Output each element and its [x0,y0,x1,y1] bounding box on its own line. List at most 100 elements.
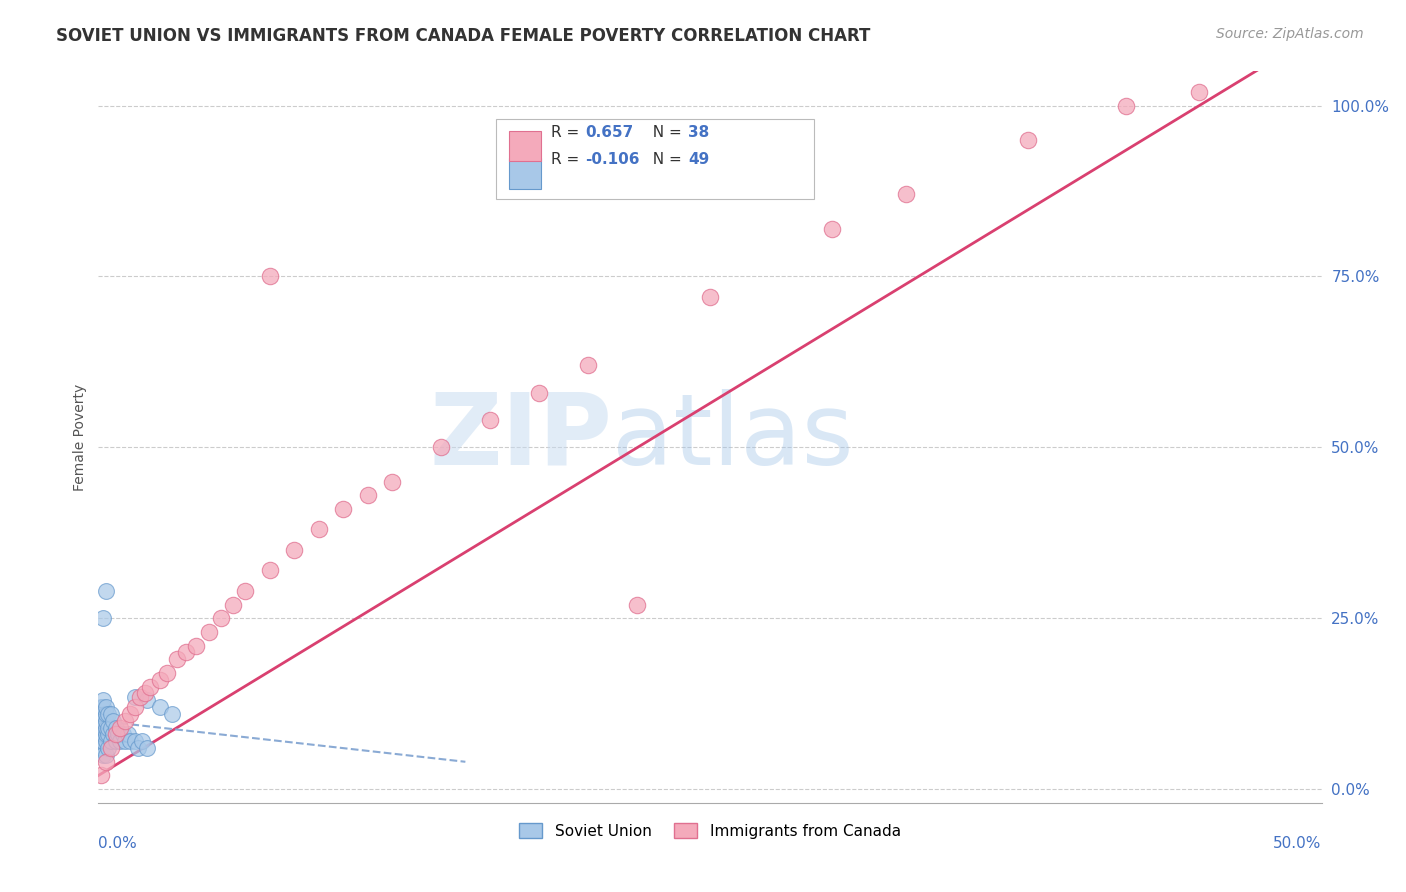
Text: atlas: atlas [612,389,853,485]
Point [166,652,188,666]
Point [100,734,122,748]
Point [120,734,142,748]
Text: 0.657: 0.657 [585,125,634,139]
Point [90,706,112,721]
Point [176,645,198,659]
Point [209,611,232,625]
Point [94,727,117,741]
Point [94,700,117,714]
Point [120,706,142,721]
Point [186,639,208,653]
Point [356,488,378,502]
Point [894,187,917,202]
Text: R =: R = [551,125,583,139]
Point [149,700,172,714]
Point [134,686,156,700]
Text: Source: ZipAtlas.com: Source: ZipAtlas.com [1216,27,1364,41]
Point [104,727,127,741]
Point [104,721,127,735]
Point [91,714,114,728]
Point [259,563,281,577]
Point [91,727,114,741]
Point [110,734,132,748]
Point [136,693,159,707]
Point [94,706,117,721]
Text: N =: N = [643,153,686,168]
Y-axis label: Female Poverty: Female Poverty [73,384,87,491]
Point [91,693,114,707]
Point [107,727,129,741]
Point [94,583,117,598]
Point [94,721,117,735]
Point [576,359,599,373]
Text: 0.0%: 0.0% [98,836,138,851]
Text: R =: R = [551,153,583,168]
Point [527,385,550,400]
Point [478,413,501,427]
Point [821,221,844,235]
Point [90,734,112,748]
Point [91,747,114,762]
Point [111,727,134,741]
Point [149,673,172,687]
Text: -0.106: -0.106 [585,153,640,168]
Text: N =: N = [643,125,686,139]
Point [1188,85,1211,99]
Point [94,747,117,762]
Point [94,755,117,769]
Point [114,734,136,748]
Point [91,734,114,748]
Point [90,768,112,782]
Point [114,714,136,728]
Text: 49: 49 [688,153,709,168]
Text: ZIP: ZIP [429,389,612,485]
Point [124,700,146,714]
Point [259,269,281,284]
Point [90,714,112,728]
Point [222,598,245,612]
Point [97,727,120,741]
Point [90,727,112,741]
Point [100,706,122,721]
Point [124,690,146,704]
Point [1017,133,1039,147]
Point [156,665,179,680]
Point [430,440,453,454]
Point [101,727,124,741]
Point [131,734,153,748]
Point [308,522,330,536]
Point [91,611,114,625]
Point [91,700,114,714]
FancyBboxPatch shape [509,130,541,161]
Text: 50.0%: 50.0% [1274,836,1322,851]
Point [90,721,112,735]
Point [91,706,114,721]
Point [117,727,139,741]
Point [97,706,120,721]
Point [160,706,183,721]
Point [626,598,648,612]
Point [699,290,721,304]
Point [139,680,162,694]
Legend: Soviet Union, Immigrants from Canada: Soviet Union, Immigrants from Canada [512,815,908,847]
Point [136,741,159,756]
Point [97,721,120,735]
Point [1115,98,1137,112]
Point [101,714,124,728]
FancyBboxPatch shape [509,159,541,189]
Point [104,734,127,748]
Point [91,721,114,735]
Point [124,734,146,748]
Point [332,501,354,516]
Point [90,741,112,756]
Point [233,583,256,598]
Text: 38: 38 [688,125,709,139]
Point [94,734,117,748]
Point [127,741,149,756]
Point [381,475,404,489]
Point [90,700,112,714]
Point [97,741,120,756]
Point [100,721,122,735]
Point [283,542,305,557]
Text: SOVIET UNION VS IMMIGRANTS FROM CANADA FEMALE POVERTY CORRELATION CHART: SOVIET UNION VS IMMIGRANTS FROM CANADA F… [56,27,870,45]
